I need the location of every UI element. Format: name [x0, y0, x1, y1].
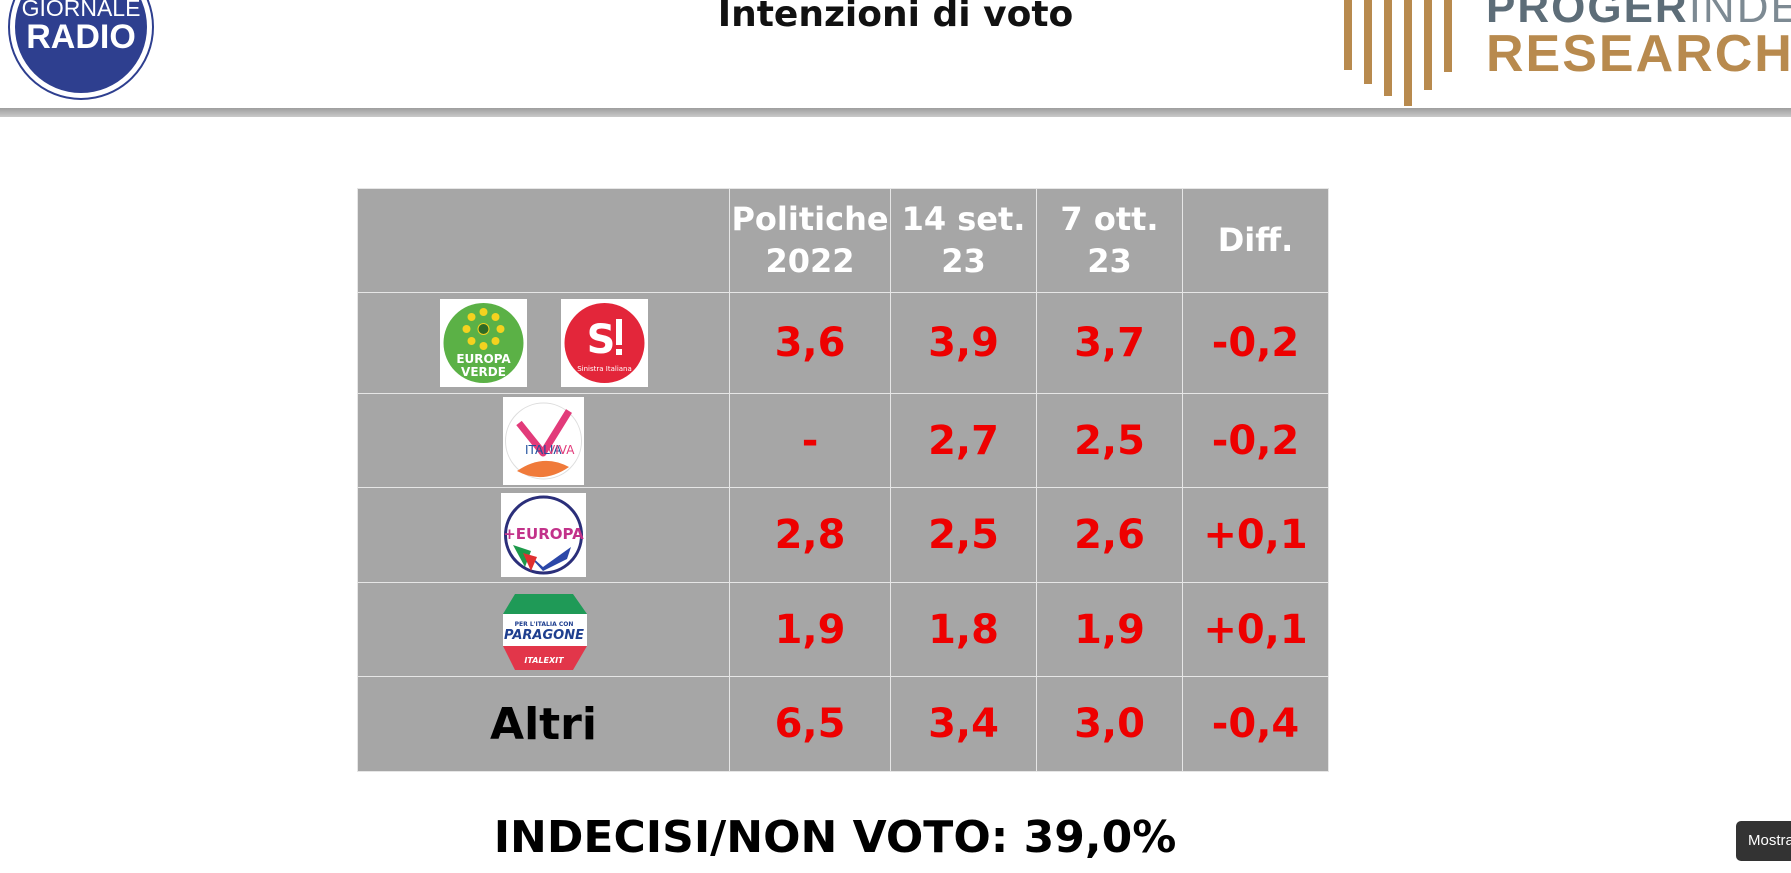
giornale-radio-logo: GIORNALE RADIO [8, 0, 154, 100]
value-7-ott: 1,9 [1036, 582, 1183, 677]
progerindex-wordmark: PROGERINDEX RESEARCH [1486, 0, 1791, 80]
value-7-ott: 2,5 [1036, 393, 1183, 488]
value-14-set: 2,7 [890, 393, 1037, 488]
voting-intentions-table: Politiche 2022 14 set. 23 7 ott. 23 Diff. [357, 188, 1329, 772]
value-7-ott: 3,0 [1036, 676, 1183, 772]
value-diff: -0,2 [1182, 292, 1329, 394]
header: GIORNALE RADIO Intenzioni di voto PROGER… [0, 0, 1791, 110]
svg-text:RADIO: RADIO [26, 18, 136, 56]
value-diff: +0,1 [1182, 582, 1329, 677]
party-cell: ITALIA VIVA [357, 393, 730, 488]
italia-viva-logo: ITALIA VIVA [503, 396, 584, 485]
value-14-set: 2,5 [890, 487, 1037, 583]
brand-proger: PROGER [1486, 0, 1689, 32]
table-row: EUROPA VERDE S Sinistra Italiana 3,6 3,9… [357, 292, 1329, 394]
value-14-set: 3,9 [890, 292, 1037, 394]
svg-text:+EUROPA: +EUROPA [503, 525, 584, 543]
value-politiche-2022: 1,9 [729, 582, 891, 677]
sinistra-italiana-logo: S Sinistra Italiana [560, 299, 648, 387]
svg-text:VIVA: VIVA [547, 443, 575, 457]
party-cell: EUROPA VERDE S Sinistra Italiana [357, 292, 730, 394]
value-diff: +0,1 [1182, 487, 1329, 583]
column-header-7-ott: 7 ott. 23 [1036, 188, 1183, 293]
piu-europa-logo: +EUROPA [501, 493, 586, 577]
svg-text:ITALEXIT: ITALEXIT [524, 656, 564, 665]
europa-verde-logo: EUROPA VERDE [439, 299, 527, 387]
value-7-ott: 3,7 [1036, 292, 1183, 394]
svg-text:ITALIA: ITALIA [525, 443, 562, 457]
value-diff: -0,2 [1182, 393, 1329, 488]
table-row: PER L'ITALIA CON PARAGONE ITALEXIT 1,9 1… [357, 582, 1329, 677]
column-header-diff: Diff. [1182, 188, 1329, 293]
value-politiche-2022: 2,8 [729, 487, 891, 583]
svg-text:GIORNALE: GIORNALE [22, 0, 141, 21]
party-label-altri: Altri [357, 676, 730, 772]
svg-text:S: S [586, 317, 615, 363]
brand-research: RESEARCH [1486, 25, 1791, 83]
italexit-logo: PER L'ITALIA CON PARAGONE ITALEXIT [502, 593, 587, 670]
svg-text:PARAGONE: PARAGONE [504, 628, 584, 643]
value-14-set: 3,4 [890, 676, 1037, 772]
table-row: ITALIA VIVA - 2,7 2,5 -0,2 [357, 393, 1329, 488]
value-politiche-2022: 6,5 [729, 676, 891, 772]
value-politiche-2022: - [729, 393, 891, 488]
progerindex-logo-mark [1344, 0, 1452, 106]
table-header-row: Politiche 2022 14 set. 23 7 ott. 23 Diff. [357, 188, 1329, 293]
svg-text:EUROPA: EUROPA [456, 352, 511, 366]
value-7-ott: 2,6 [1036, 487, 1183, 583]
page-title: Intenzioni di voto [717, 0, 1074, 35]
party-column-header [357, 188, 730, 293]
value-politiche-2022: 3,6 [729, 292, 891, 394]
undecided-summary: INDECISI/NON VOTO: 39,0% [493, 812, 1177, 863]
show-controls-button[interactable]: Mostra [1736, 821, 1791, 861]
table-row: Altri 6,5 3,4 3,0 -0,4 [357, 676, 1329, 772]
column-header-politiche-2022: Politiche 2022 [729, 188, 891, 293]
value-14-set: 1,8 [890, 582, 1037, 677]
svg-text:Sinistra Italiana: Sinistra Italiana [577, 365, 632, 373]
svg-text:VERDE: VERDE [461, 365, 506, 379]
header-divider [0, 108, 1791, 117]
value-diff: -0,4 [1182, 676, 1329, 772]
brand-index: INDEX [1688, 0, 1791, 32]
column-header-14-set: 14 set. 23 [890, 188, 1037, 293]
party-cell: PER L'ITALIA CON PARAGONE ITALEXIT [357, 582, 730, 677]
svg-text:PER L'ITALIA CON: PER L'ITALIA CON [514, 621, 573, 628]
table-row: +EUROPA 2,8 2,5 2,6 +0,1 [357, 487, 1329, 583]
party-cell: +EUROPA [357, 487, 730, 583]
